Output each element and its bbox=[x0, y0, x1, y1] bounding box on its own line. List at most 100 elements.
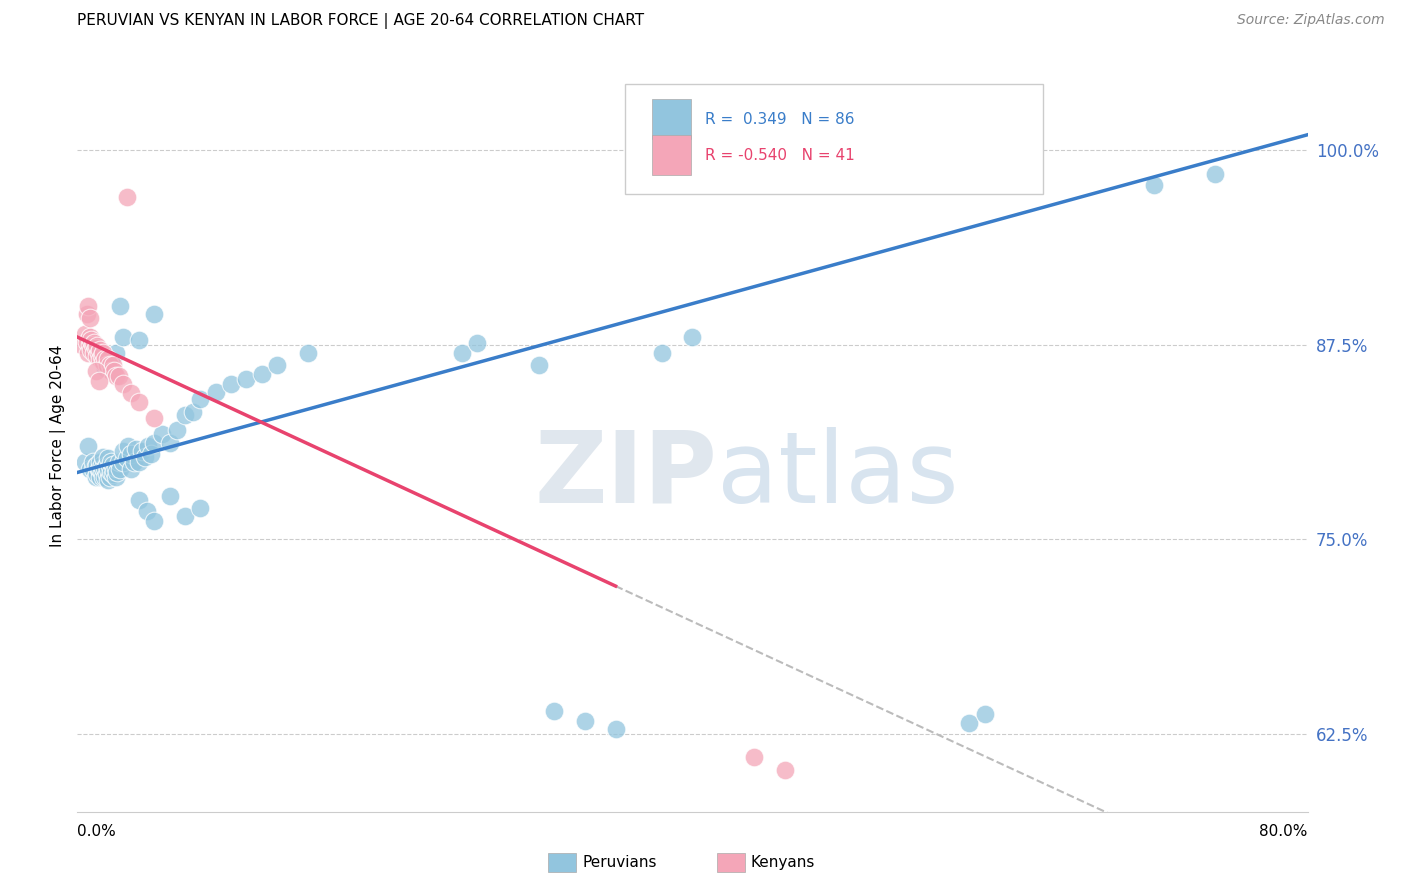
Point bbox=[108, 454, 131, 468]
Point bbox=[86, 467, 108, 481]
Point bbox=[120, 386, 142, 401]
Point bbox=[80, 343, 103, 357]
Point bbox=[122, 454, 145, 468]
Point bbox=[73, 454, 96, 468]
Point bbox=[131, 443, 153, 458]
Point bbox=[79, 462, 101, 476]
Point bbox=[97, 473, 120, 487]
Point bbox=[188, 501, 212, 516]
Point bbox=[90, 349, 114, 363]
Point bbox=[159, 436, 181, 450]
Text: R =  0.349   N = 86: R = 0.349 N = 86 bbox=[704, 112, 855, 127]
Point bbox=[100, 466, 122, 480]
Point bbox=[98, 459, 121, 474]
Point bbox=[143, 436, 166, 450]
Point bbox=[94, 361, 117, 376]
Point bbox=[465, 336, 488, 351]
Point bbox=[94, 470, 117, 484]
Point bbox=[174, 509, 197, 524]
Point bbox=[90, 458, 114, 472]
FancyBboxPatch shape bbox=[652, 136, 692, 176]
Point bbox=[115, 190, 138, 204]
Point bbox=[100, 364, 122, 378]
Point bbox=[80, 333, 103, 347]
Point bbox=[87, 374, 110, 388]
Point bbox=[89, 470, 111, 484]
Point bbox=[159, 489, 181, 503]
Point bbox=[87, 345, 110, 359]
Point bbox=[574, 714, 596, 729]
Point bbox=[90, 466, 114, 480]
Point bbox=[93, 355, 115, 369]
Point bbox=[141, 447, 163, 461]
Point bbox=[166, 424, 188, 438]
Point bbox=[773, 763, 796, 777]
Point bbox=[93, 345, 115, 359]
Point bbox=[110, 299, 132, 313]
Point bbox=[219, 376, 242, 391]
Point bbox=[96, 458, 118, 472]
Point bbox=[108, 368, 131, 383]
Point bbox=[117, 439, 139, 453]
Point bbox=[128, 454, 150, 468]
Point bbox=[93, 450, 115, 464]
Text: R = -0.540   N = 41: R = -0.540 N = 41 bbox=[704, 148, 855, 163]
FancyBboxPatch shape bbox=[652, 99, 692, 139]
Point bbox=[112, 376, 135, 391]
Text: 0.0%: 0.0% bbox=[77, 824, 117, 839]
Text: 80.0%: 80.0% bbox=[1260, 824, 1308, 839]
Point bbox=[79, 311, 101, 326]
Point bbox=[100, 454, 122, 468]
Point bbox=[86, 458, 108, 472]
Point bbox=[651, 345, 673, 359]
Point bbox=[84, 459, 107, 474]
Point bbox=[96, 467, 118, 481]
Point bbox=[143, 307, 166, 321]
Point bbox=[93, 470, 115, 484]
Point bbox=[128, 395, 150, 409]
Point bbox=[84, 470, 107, 484]
Point bbox=[89, 462, 111, 476]
Point bbox=[297, 345, 319, 359]
Point bbox=[112, 330, 135, 344]
Point bbox=[98, 470, 121, 484]
Point bbox=[97, 462, 120, 476]
Text: Kenyans: Kenyans bbox=[751, 855, 815, 870]
Point bbox=[104, 345, 127, 359]
Point bbox=[104, 470, 127, 484]
Point bbox=[94, 460, 117, 475]
Point bbox=[125, 442, 148, 456]
Point bbox=[100, 364, 122, 378]
Point bbox=[150, 426, 173, 441]
Point bbox=[94, 351, 117, 366]
Point bbox=[84, 341, 107, 355]
Point bbox=[96, 358, 118, 372]
Point bbox=[136, 439, 159, 453]
Text: atlas: atlas bbox=[717, 426, 959, 524]
Point bbox=[135, 504, 157, 518]
Point bbox=[97, 451, 120, 466]
FancyBboxPatch shape bbox=[624, 84, 1043, 194]
Point bbox=[605, 723, 627, 737]
Point bbox=[77, 299, 100, 313]
Point bbox=[450, 345, 472, 359]
Point bbox=[73, 326, 96, 341]
Point bbox=[543, 704, 565, 718]
Point bbox=[86, 349, 108, 363]
Point bbox=[134, 450, 156, 464]
Point bbox=[120, 462, 142, 476]
Point bbox=[1143, 178, 1166, 192]
Point bbox=[83, 336, 105, 351]
Point bbox=[77, 439, 100, 453]
Point bbox=[105, 466, 128, 480]
Point bbox=[93, 460, 115, 475]
Point bbox=[101, 467, 124, 481]
Point bbox=[84, 364, 107, 378]
Point bbox=[89, 454, 111, 468]
Point bbox=[82, 338, 104, 352]
Point bbox=[143, 514, 166, 528]
Point bbox=[128, 333, 150, 347]
Text: ZIP: ZIP bbox=[534, 426, 717, 524]
Point bbox=[112, 443, 135, 458]
Point bbox=[103, 464, 125, 478]
